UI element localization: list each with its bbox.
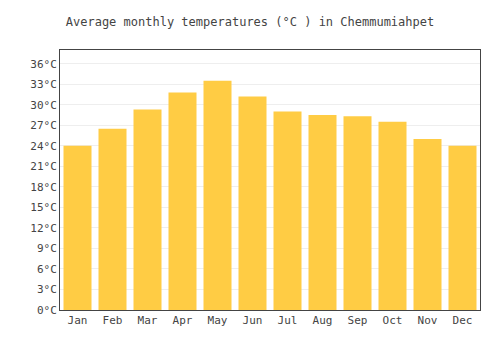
svg-text:24°C: 24°C bbox=[30, 140, 57, 153]
svg-text:Nov: Nov bbox=[418, 314, 438, 327]
svg-text:33°C: 33°C bbox=[30, 78, 57, 91]
svg-text:Jan: Jan bbox=[68, 314, 88, 327]
svg-text:21°C: 21°C bbox=[30, 160, 57, 173]
svg-text:Jul: Jul bbox=[278, 314, 298, 327]
svg-text:Sep: Sep bbox=[348, 314, 368, 327]
svg-text:9°C: 9°C bbox=[37, 242, 57, 255]
svg-text:0°C: 0°C bbox=[37, 304, 57, 317]
svg-text:30°C: 30°C bbox=[30, 99, 57, 112]
svg-text:12°C: 12°C bbox=[30, 222, 57, 235]
svg-text:Jun: Jun bbox=[243, 314, 263, 327]
svg-text:Feb: Feb bbox=[103, 314, 123, 327]
svg-text:18°C: 18°C bbox=[30, 181, 57, 194]
svg-text:6°C: 6°C bbox=[37, 263, 57, 276]
svg-text:Mar: Mar bbox=[138, 314, 158, 327]
svg-text:Aug: Aug bbox=[313, 314, 333, 327]
svg-text:3°C: 3°C bbox=[37, 283, 57, 296]
svg-text:Apr: Apr bbox=[173, 314, 193, 327]
svg-text:May: May bbox=[208, 314, 228, 327]
svg-text:27°C: 27°C bbox=[30, 119, 57, 132]
svg-text:Dec: Dec bbox=[453, 314, 473, 327]
svg-text:Average monthly temperatures (: Average monthly temperatures (°C ) in Ch… bbox=[66, 15, 434, 29]
svg-text:36°C: 36°C bbox=[30, 58, 57, 71]
svg-text:15°C: 15°C bbox=[30, 201, 57, 214]
svg-text:Oct: Oct bbox=[383, 314, 403, 327]
